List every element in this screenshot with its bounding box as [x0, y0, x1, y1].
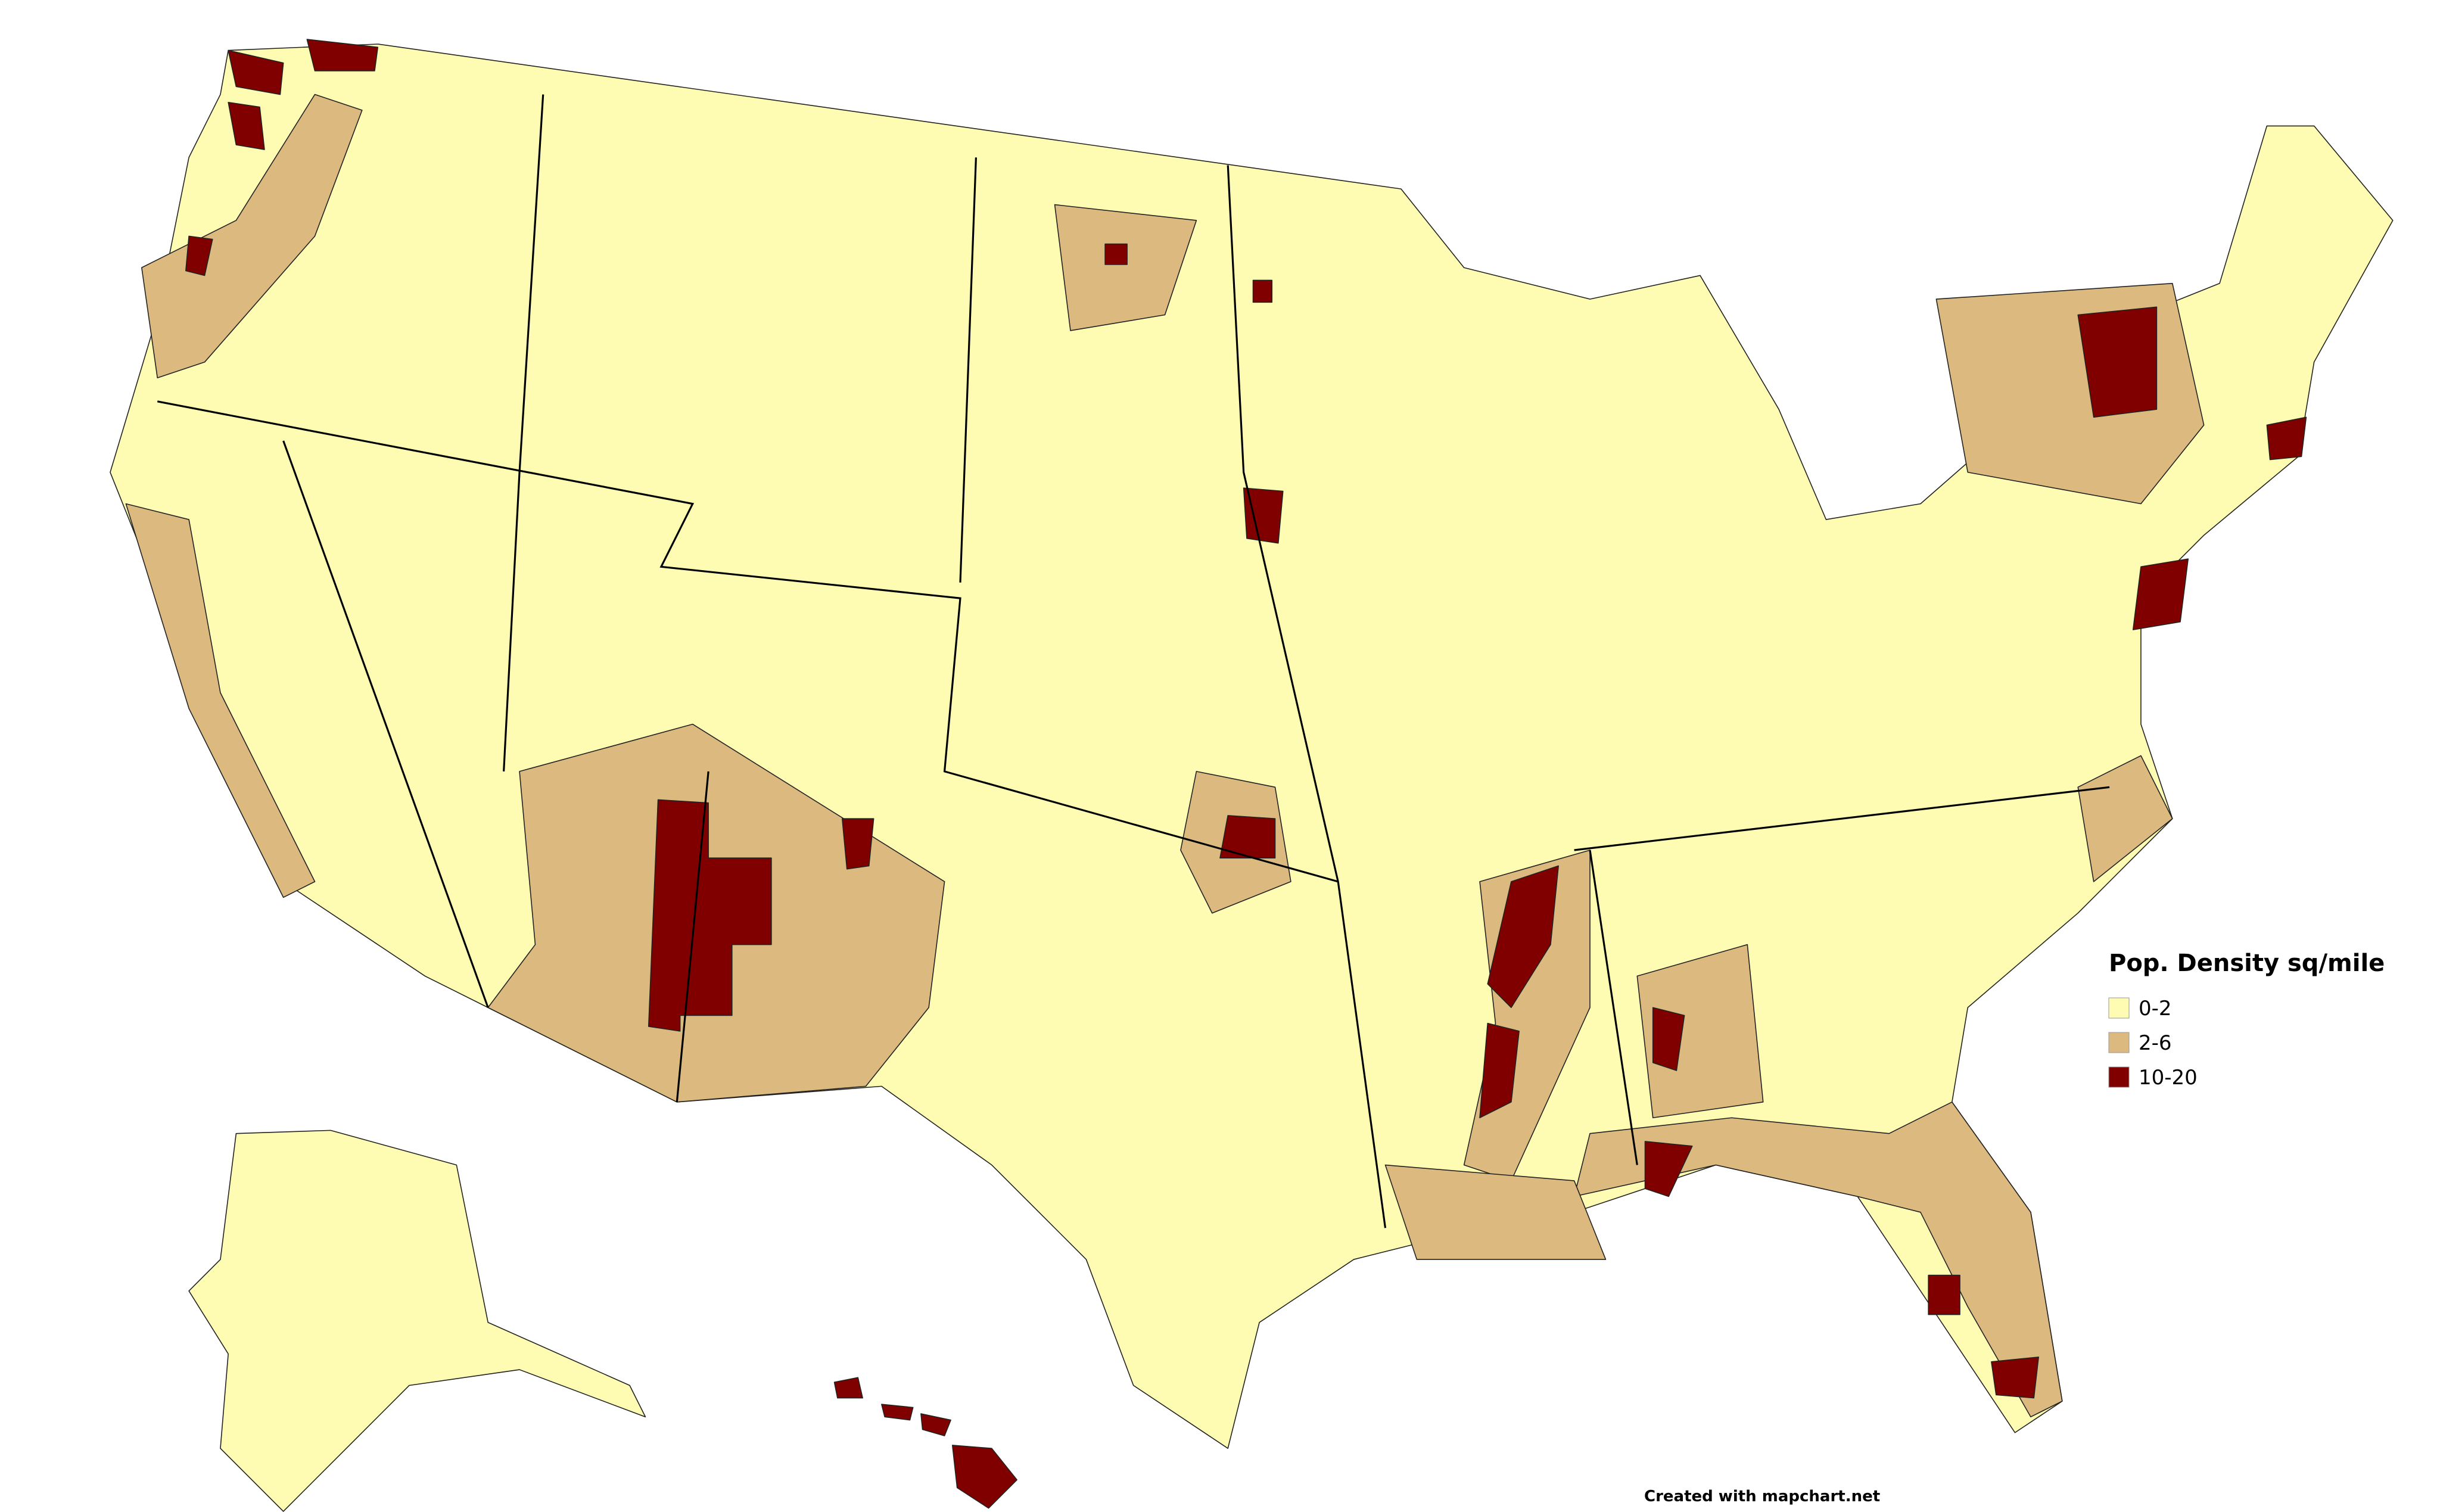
border	[676, 771, 709, 1102]
region	[1384, 1164, 1607, 1260]
region	[1243, 487, 1284, 544]
border	[1227, 165, 1387, 1228]
region	[185, 235, 213, 276]
alaska	[188, 1130, 646, 1512]
hawaii	[951, 1445, 1017, 1509]
legend: Pop. Density sq/mile 0-2 2-6 10-20	[2108, 950, 2385, 1090]
hawaii	[920, 1413, 951, 1436]
border	[282, 440, 489, 1008]
region	[1252, 279, 1273, 303]
region	[1652, 1007, 1685, 1071]
border	[157, 400, 1339, 883]
region	[1104, 243, 1128, 265]
region	[1054, 204, 1197, 331]
high-density-regions	[185, 39, 2307, 1509]
hawaii	[881, 1404, 914, 1421]
border	[1574, 786, 2110, 851]
region	[2077, 306, 2158, 418]
region	[1644, 1141, 1693, 1197]
region	[228, 49, 284, 95]
region	[648, 799, 772, 1032]
footer: Created with mapchart.net	[1644, 1488, 1880, 1505]
region	[228, 101, 265, 150]
region	[1219, 815, 1276, 859]
legend-title: Pop. Density sq/mile	[2109, 950, 2385, 977]
legend-label: 0-2	[2139, 997, 2172, 1021]
region	[2132, 558, 2189, 630]
region	[306, 39, 379, 71]
legend-label: 2-6	[2139, 1031, 2172, 1055]
region	[2266, 416, 2307, 461]
region	[1573, 1102, 2063, 1418]
border	[959, 157, 977, 583]
region	[1487, 865, 1559, 1009]
legend-swatch	[2108, 1066, 2130, 1088]
hawaii	[833, 1377, 863, 1399]
border	[503, 94, 544, 771]
region	[1479, 1022, 1520, 1119]
region	[1991, 1357, 2039, 1399]
region	[141, 94, 363, 379]
legend-swatch	[2108, 997, 2130, 1019]
map	[110, 39, 2394, 1512]
border	[1589, 850, 1638, 1165]
region	[841, 818, 874, 870]
region	[1928, 1274, 1960, 1315]
region	[1636, 944, 1764, 1119]
legend-swatch	[2108, 1032, 2130, 1053]
region	[1935, 282, 2205, 505]
state-borders	[157, 94, 2110, 1228]
region	[125, 503, 316, 898]
legend-label: 10-20	[2139, 1066, 2198, 1090]
